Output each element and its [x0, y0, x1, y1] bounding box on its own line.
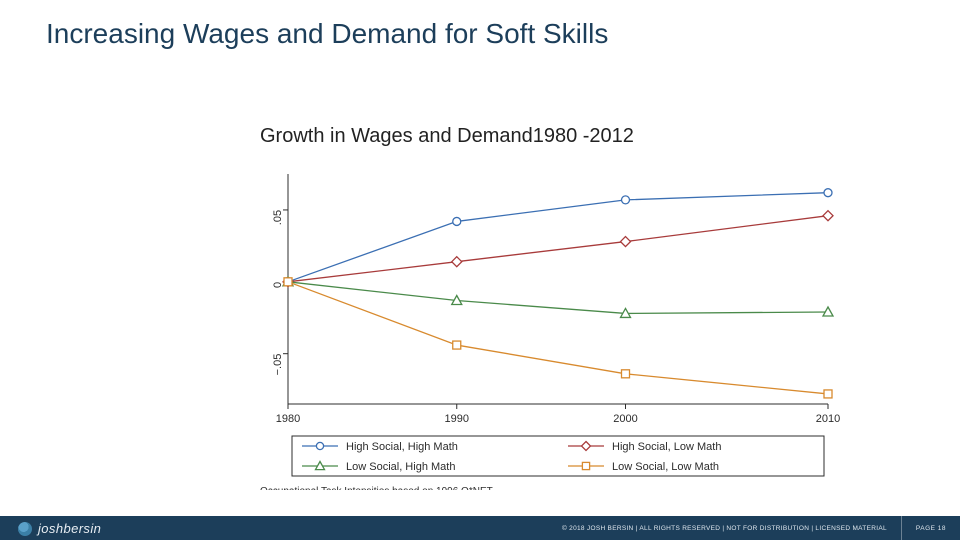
brand-text: joshbersin [38, 521, 101, 536]
svg-text:−.05: −.05 [272, 354, 284, 376]
footer-page: PAGE 18 [902, 525, 960, 532]
footer-bar: joshbersin © 2018 JOSH BERSIN | ALL RIGH… [0, 516, 960, 540]
page-title: Increasing Wages and Demand for Soft Ski… [46, 18, 608, 50]
footer-brand: joshbersin [18, 521, 101, 536]
brand-icon [18, 522, 32, 536]
chart-svg: −.05 0 .05 1980 1990 2000 2010 High Social, Hig… [220, 160, 860, 490]
chart-subtitle: Growth in Wages and Demand1980 -2012 [260, 125, 634, 148]
svg-text:Low Social, High Math: Low Social, High Math [346, 461, 455, 473]
footer-right: © 2018 JOSH BERSIN | ALL RIGHTS RESERVED… [548, 516, 960, 540]
svg-text:2010: 2010 [816, 413, 840, 425]
svg-text:1990: 1990 [445, 413, 469, 425]
slide: Increasing Wages and Demand for Soft Ski… [0, 0, 960, 540]
footer-copyright: © 2018 JOSH BERSIN | ALL RIGHTS RESERVED… [548, 525, 901, 532]
line-chart: −.05 0 .05 1980 1990 2000 2010 High Social, Hig… [220, 160, 860, 490]
svg-text:.05: .05 [272, 210, 284, 225]
svg-text:0: 0 [272, 282, 284, 288]
svg-text:Low Social, Low Math: Low Social, Low Math [612, 461, 719, 473]
svg-text:Occupational Task Intensities: Occupational Task Intensities based on 1… [260, 486, 493, 490]
svg-text:2000: 2000 [613, 413, 637, 425]
svg-text:1980: 1980 [276, 413, 300, 425]
svg-text:High Social, High Math: High Social, High Math [346, 441, 458, 453]
svg-text:High Social, Low Math: High Social, Low Math [612, 441, 721, 453]
